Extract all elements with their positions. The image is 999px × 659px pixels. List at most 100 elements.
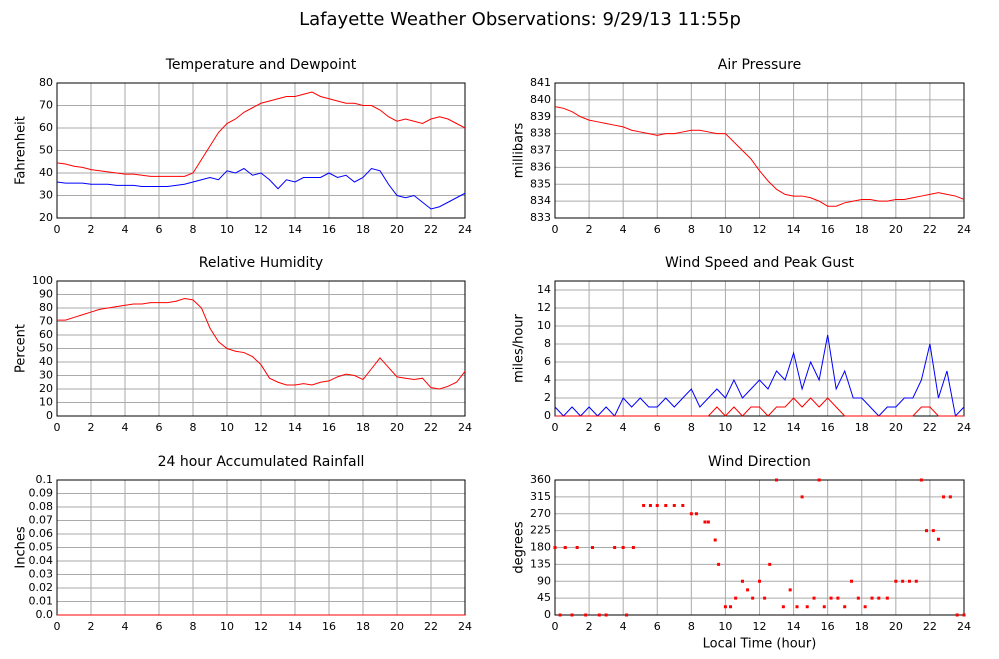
x-tick-label: 20 xyxy=(889,421,903,434)
y-axis-label: Inches xyxy=(14,526,29,568)
x-tick-label: 16 xyxy=(322,620,336,633)
data-point xyxy=(817,478,821,482)
x-tick-label: 0 xyxy=(54,223,61,236)
y-tick-label: 50 xyxy=(39,144,53,157)
x-tick-label: 2 xyxy=(586,421,593,434)
x-tick-label: 18 xyxy=(855,421,869,434)
y-tick-label: 0.08 xyxy=(29,500,54,513)
data-point xyxy=(894,579,898,583)
x-tick-label: 0 xyxy=(54,620,61,633)
data-point xyxy=(694,512,698,516)
page-title: Lafayette Weather Observations: 9/29/13 … xyxy=(299,9,741,30)
x-tick-label: 2 xyxy=(586,223,593,236)
x-tick-label: 4 xyxy=(620,421,627,434)
data-point xyxy=(812,596,816,600)
x-tick-label: 20 xyxy=(390,421,404,434)
data-line xyxy=(555,397,964,417)
data-point xyxy=(570,613,574,617)
x-tick-label: 18 xyxy=(356,223,370,236)
x-tick-label: 2 xyxy=(88,223,95,236)
x-tick-label: 22 xyxy=(923,223,937,236)
x-tick-label: 14 xyxy=(288,223,302,236)
y-tick-label: 315 xyxy=(530,490,551,503)
data-point xyxy=(822,605,826,609)
y-tick-label: 4 xyxy=(544,373,551,386)
x-tick-label: 24 xyxy=(458,421,472,434)
y-tick-label: 70 xyxy=(39,315,53,328)
x-tick-label: 14 xyxy=(288,421,302,434)
data-point xyxy=(751,596,755,600)
x-tick-label: 22 xyxy=(923,421,937,434)
y-tick-label: 0.04 xyxy=(29,554,54,567)
x-tick-label: 22 xyxy=(923,620,937,633)
plot-frame xyxy=(554,82,965,219)
data-point xyxy=(843,605,847,609)
data-point xyxy=(604,613,608,617)
data-point xyxy=(703,520,707,524)
x-tick-label: 18 xyxy=(356,421,370,434)
x-tick-label: 0 xyxy=(552,620,559,633)
data-point xyxy=(775,478,779,482)
y-tick-label: 60 xyxy=(39,121,53,134)
data-point xyxy=(885,596,889,600)
y-tick-label: 0 xyxy=(544,608,551,621)
y-axis-label: millibars xyxy=(512,123,527,179)
y-tick-label: 0.09 xyxy=(29,487,54,500)
x-tick-label: 10 xyxy=(220,223,234,236)
plot-frame xyxy=(56,82,466,219)
data-point xyxy=(914,579,918,583)
data-point xyxy=(681,504,685,507)
data-point xyxy=(689,512,693,516)
x-tick-label: 14 xyxy=(787,223,801,236)
data-line xyxy=(56,91,466,177)
y-tick-label: 100 xyxy=(32,274,53,287)
x-tick-label: 14 xyxy=(288,620,302,633)
x-tick-label: 12 xyxy=(753,620,767,633)
plot-frame xyxy=(56,280,466,417)
data-point xyxy=(563,546,567,549)
data-point xyxy=(763,596,767,600)
data-point xyxy=(948,495,952,499)
x-tick-label: 12 xyxy=(254,421,268,434)
x-tick-label: 24 xyxy=(957,620,971,633)
y-tick-label: 14 xyxy=(537,283,551,296)
y-tick-label: 0.0 xyxy=(36,608,54,621)
x-tick-label: 0 xyxy=(54,421,61,434)
x-tick-label: 10 xyxy=(220,620,234,633)
x-tick-label: 4 xyxy=(122,223,129,236)
x-tick-label: 6 xyxy=(156,421,163,434)
data-point xyxy=(584,613,588,617)
x-tick-label: 22 xyxy=(424,421,438,434)
y-tick-label: 30 xyxy=(39,369,53,382)
data-point xyxy=(713,538,717,542)
y-tick-label: 0.01 xyxy=(29,595,54,608)
data-point xyxy=(962,613,966,617)
x-tick-label: 24 xyxy=(458,620,472,633)
x-tick-label: 4 xyxy=(122,421,129,434)
y-tick-label: 270 xyxy=(530,507,551,520)
chart-title: Air Pressure xyxy=(718,57,801,73)
x-tick-label: 22 xyxy=(424,620,438,633)
y-tick-label: 0.07 xyxy=(29,514,54,527)
data-point xyxy=(631,546,635,549)
data-point xyxy=(758,579,761,583)
data-point xyxy=(575,546,579,549)
data-point xyxy=(936,537,940,541)
x-tick-label: 20 xyxy=(889,223,903,236)
data-point xyxy=(729,605,733,609)
data-point xyxy=(768,562,772,566)
y-tick-label: 60 xyxy=(39,328,53,341)
x-tick-label: 20 xyxy=(390,223,404,236)
plot-frame xyxy=(554,280,965,417)
data-point xyxy=(723,605,727,609)
x-tick-label: 2 xyxy=(586,620,593,633)
y-tick-label: 8 xyxy=(544,337,551,350)
y-tick-label: 0.1 xyxy=(36,473,54,486)
data-point xyxy=(863,605,867,609)
y-tick-label: 90 xyxy=(39,288,53,301)
chart-title: 24 hour Accumulated Rainfall xyxy=(158,454,365,470)
x-tick-label: 24 xyxy=(957,421,971,434)
y-tick-label: 837 xyxy=(530,144,551,157)
y-tick-label: 45 xyxy=(537,591,551,604)
